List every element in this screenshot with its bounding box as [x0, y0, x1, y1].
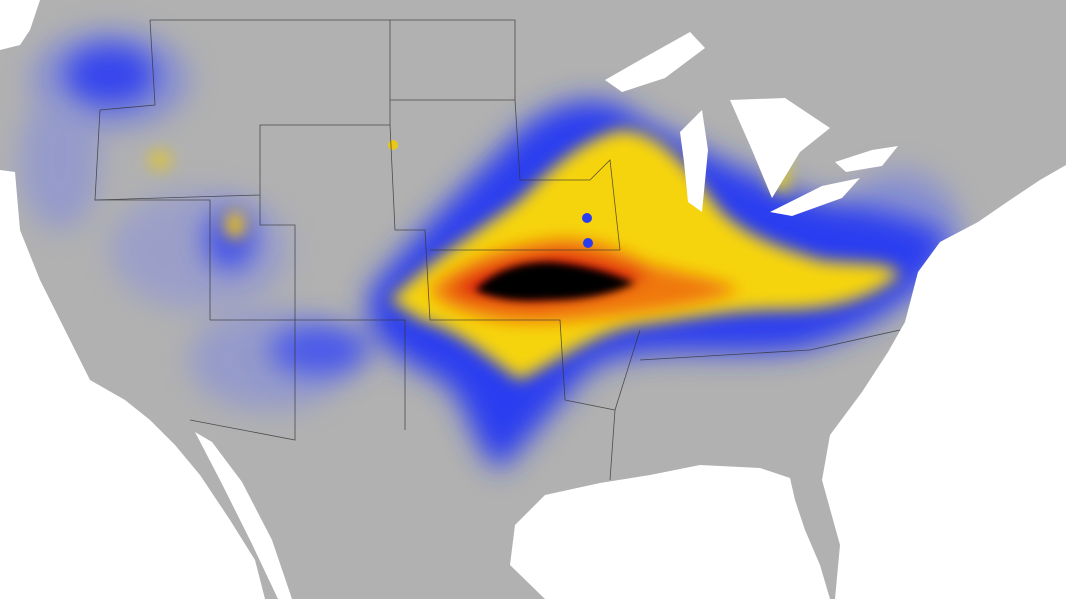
lake-superior — [605, 32, 705, 92]
lake-ontario — [835, 146, 898, 172]
local-spot — [582, 213, 592, 223]
atlantic-ocean — [822, 165, 1066, 599]
gulf-of-mexico — [510, 465, 830, 599]
gulf-of-california — [195, 432, 292, 599]
local-spot — [583, 238, 593, 248]
local-spot — [388, 140, 398, 150]
state-borders — [94, 19, 901, 481]
lake-erie — [770, 178, 860, 216]
pacific-north — [0, 0, 40, 50]
lake-huron — [730, 98, 830, 198]
pacific-ocean — [0, 170, 265, 599]
extreme-precip — [475, 262, 635, 301]
lake-michigan — [680, 110, 708, 212]
